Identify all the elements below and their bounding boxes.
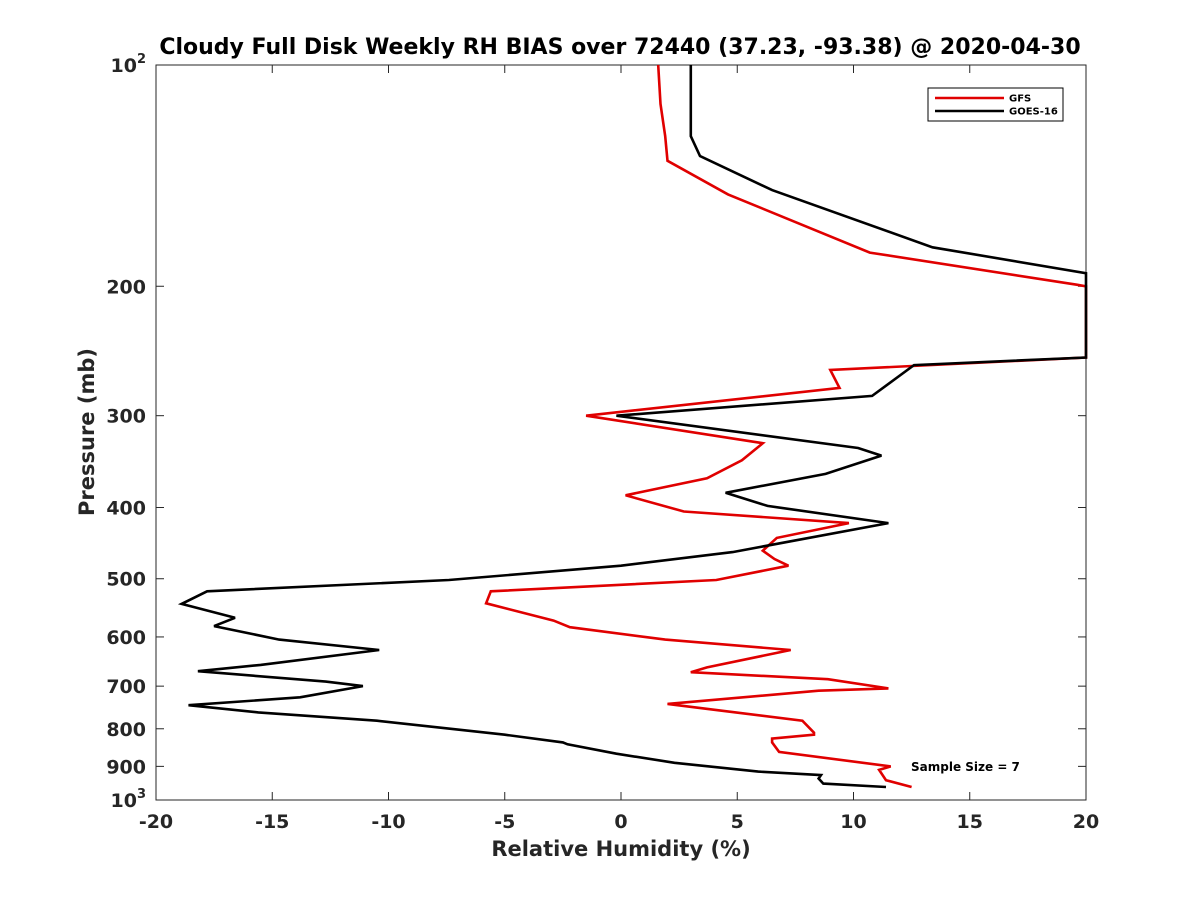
y-tick-label: 103 <box>111 787 147 812</box>
y-tick-label: 800 <box>106 719 146 741</box>
legend: GFS GOES-16 <box>927 87 1064 122</box>
y-axis: 102 200 300 400 500 600 700 800 900 103 <box>106 52 1086 812</box>
x-tick-label: -20 <box>139 811 173 833</box>
legend-label-goes-16: GOES-16 <box>1009 107 1058 118</box>
y-tick-label: 200 <box>106 276 146 298</box>
x-tick-label: 15 <box>957 811 983 833</box>
series-line-goes-16 <box>177 65 1088 789</box>
x-tick-label: -15 <box>255 811 289 833</box>
y-tick-label: 900 <box>106 756 146 778</box>
y-tick-label: 700 <box>106 676 146 698</box>
x-tick-label: 0 <box>614 811 627 833</box>
series-layer <box>177 64 1088 789</box>
x-tick-label: 20 <box>1073 811 1099 833</box>
y-tick-label: 102 <box>111 52 147 77</box>
chart-title: Cloudy Full Disk Weekly RH BIAS over 724… <box>159 35 1080 60</box>
y-tick-label: 500 <box>106 569 146 591</box>
y-tick-label: 600 <box>106 627 146 649</box>
series-line-gfs <box>484 64 1088 789</box>
y-tick-label: 400 <box>106 498 146 520</box>
x-tick-label: 5 <box>731 811 744 833</box>
x-tick-label: -10 <box>371 811 405 833</box>
x-tick-label: 10 <box>840 811 866 833</box>
legend-box <box>927 87 1064 122</box>
plot-area-frame <box>155 64 1087 801</box>
y-axis-label: Pressure (mb) <box>75 348 99 516</box>
x-axis: -20 -15 -10 -5 0 5 10 15 20 <box>139 65 1099 833</box>
sample-size-annotation: Sample Size = 7 <box>911 760 1020 774</box>
legend-label-gfs: GFS <box>1009 94 1031 105</box>
x-axis-label: Relative Humidity (%) <box>491 837 750 861</box>
y-tick-label: 300 <box>106 406 146 428</box>
x-tick-label: -5 <box>494 811 515 833</box>
